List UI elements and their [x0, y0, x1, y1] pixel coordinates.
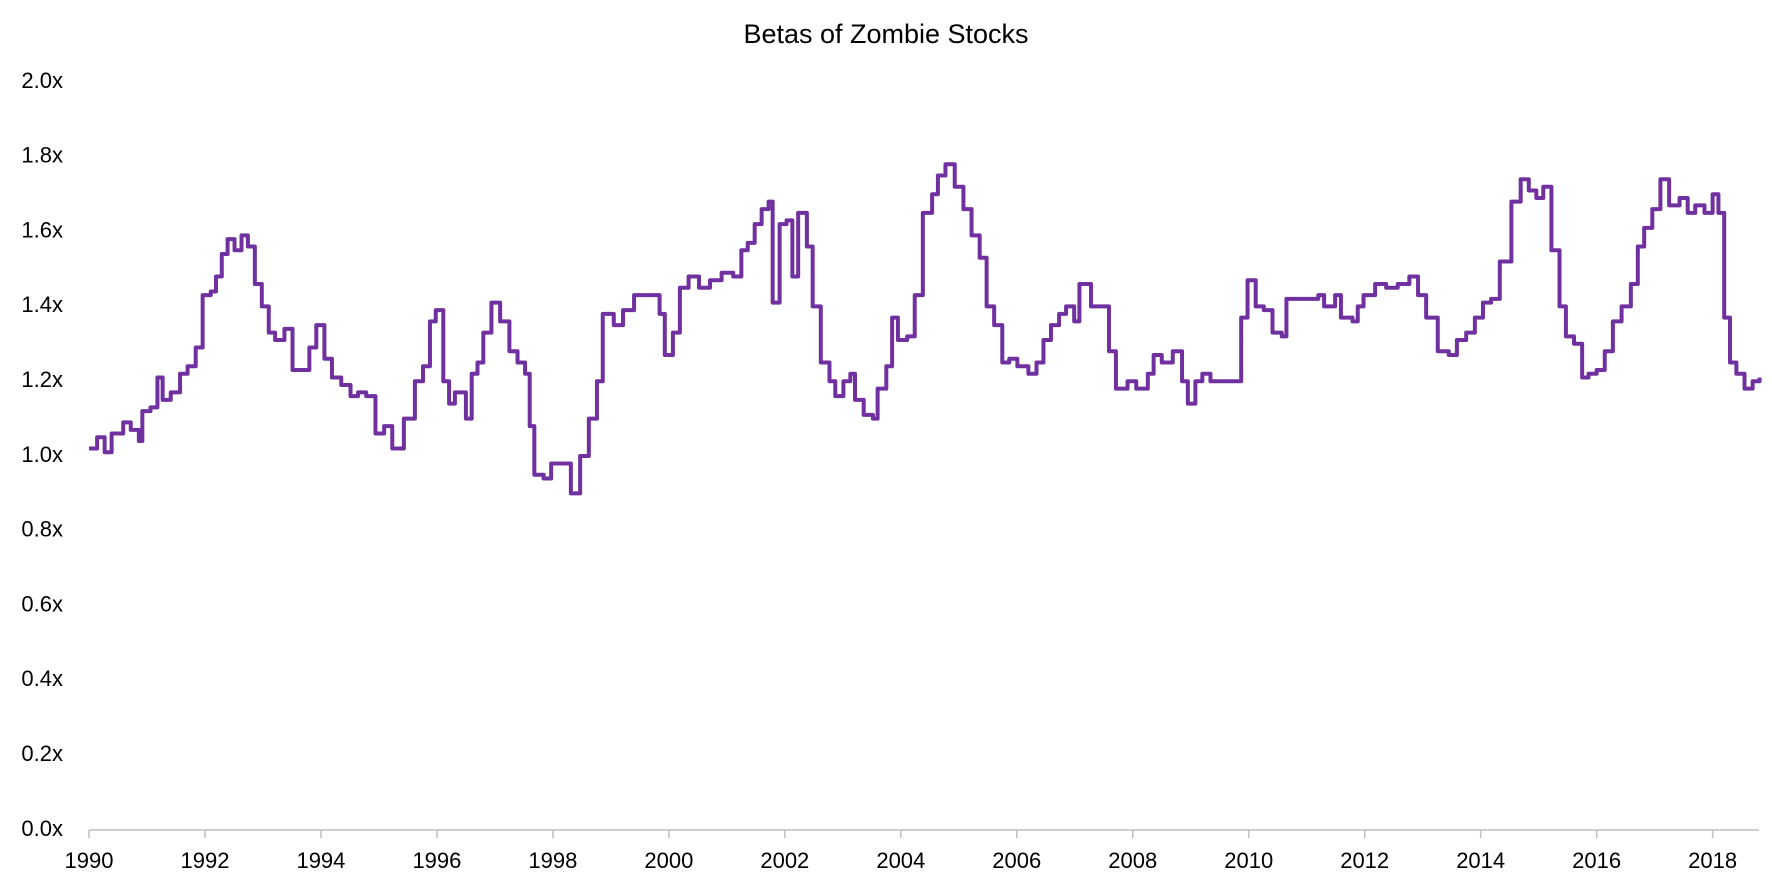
x-tick-label: 2010	[1224, 848, 1273, 873]
y-tick-label: 1.0x	[21, 442, 63, 467]
y-tick-label: 2.0x	[21, 68, 63, 93]
y-tick-label: 0.2x	[21, 741, 63, 766]
x-tick-label: 1996	[412, 848, 461, 873]
x-tick-label: 2002	[760, 848, 809, 873]
y-tick-label: 1.4x	[21, 292, 63, 317]
y-tick-label: 0.6x	[21, 591, 63, 616]
x-tick-label: 2000	[644, 848, 693, 873]
x-tick-label: 2008	[1108, 848, 1157, 873]
y-tick-label: 0.4x	[21, 666, 63, 691]
x-tick-label: 2006	[992, 848, 1041, 873]
x-tick-label: 1990	[65, 848, 114, 873]
x-tick-label: 2014	[1456, 848, 1505, 873]
x-tick-label: 1992	[180, 848, 229, 873]
y-tick-label: 0.0x	[21, 816, 63, 841]
x-tick-label: 2012	[1340, 848, 1389, 873]
x-tick-label: 1998	[528, 848, 577, 873]
x-tick-label: 2016	[1572, 848, 1621, 873]
x-tick-label: 2004	[876, 848, 925, 873]
y-tick-label: 1.2x	[21, 367, 63, 392]
chart-title: Betas of Zombie Stocks	[743, 19, 1028, 49]
line-series	[89, 162, 1762, 496]
y-tick-label: 1.8x	[21, 143, 63, 168]
y-tick-label: 0.8x	[21, 517, 63, 542]
x-tick-label: 1994	[296, 848, 345, 873]
y-tick-label: 1.6x	[21, 217, 63, 242]
x-tick-label: 2018	[1688, 848, 1737, 873]
